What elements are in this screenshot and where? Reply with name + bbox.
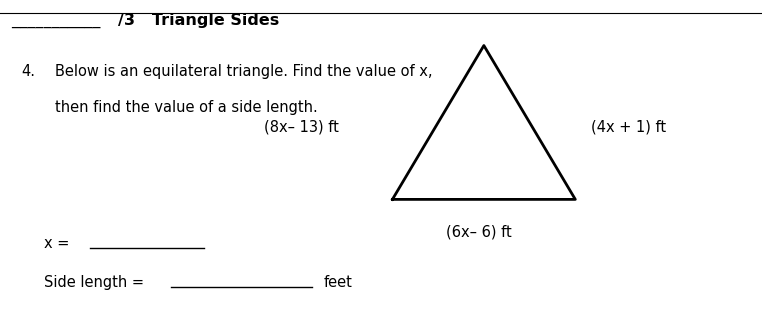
Text: /3   Triangle Sides: /3 Triangle Sides xyxy=(118,13,280,28)
Text: Side length =: Side length = xyxy=(44,275,149,290)
Text: ___________: ___________ xyxy=(11,13,101,28)
Text: (8x– 13) ft: (8x– 13) ft xyxy=(264,120,339,135)
Text: (4x + 1) ft: (4x + 1) ft xyxy=(591,120,666,135)
Text: feet: feet xyxy=(324,275,353,290)
Text: x =: x = xyxy=(44,236,74,251)
Text: then find the value of a side length.: then find the value of a side length. xyxy=(55,100,318,116)
Text: (6x– 6) ft: (6x– 6) ft xyxy=(446,225,511,240)
Text: 4.: 4. xyxy=(21,64,35,79)
Text: Below is an equilateral triangle. Find the value of x,: Below is an equilateral triangle. Find t… xyxy=(55,64,432,79)
